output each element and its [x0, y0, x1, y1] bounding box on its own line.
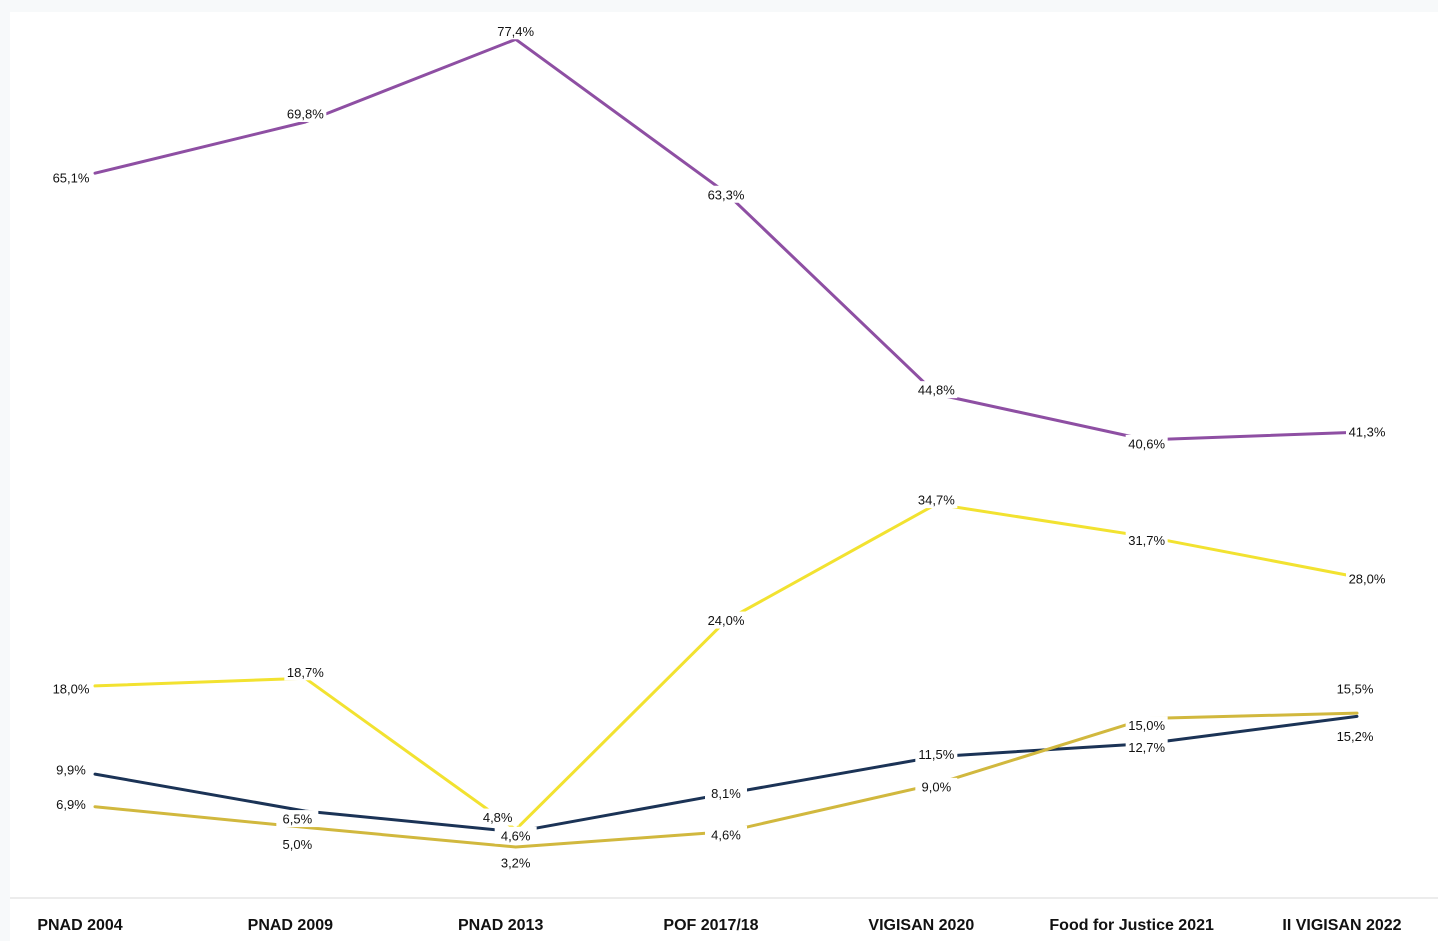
data-label-bg — [915, 745, 958, 763]
data-label-bg — [284, 663, 327, 681]
data-label: 40,6% — [1128, 436, 1165, 451]
data-label: 5,0% — [283, 837, 313, 852]
data-label-layer: 65,1% 69,8% 77,4% 63,3% 44,8% 40,6% 41,3% 18,0%… — [50, 22, 1388, 871]
chart-panel: 65,1% 69,8% 77,4% 63,3% 44,8% 40,6% 41,3% 18,0%… — [10, 12, 1438, 941]
data-label: 4,8% — [483, 810, 513, 825]
data-label-bg — [915, 777, 958, 795]
data-label-bg — [476, 808, 519, 826]
data-label-bg — [705, 611, 747, 629]
data-label-bg — [1125, 716, 1168, 734]
data-label: 8,1% — [711, 786, 741, 801]
data-label-bg — [50, 761, 92, 779]
x-tick-label: PNAD 2009 — [248, 917, 333, 934]
data-label-bg — [915, 381, 958, 399]
data-label: 11,5% — [918, 747, 954, 762]
data-label: 44,8% — [918, 383, 955, 398]
data-label: 18,7% — [287, 665, 324, 680]
data-label-bg — [1125, 531, 1168, 549]
data-label-bg — [1334, 680, 1376, 698]
data-label-bg — [705, 784, 747, 802]
data-label-bg — [1125, 434, 1168, 452]
data-label-bg — [705, 185, 747, 203]
data-label: 69,8% — [287, 106, 324, 121]
x-tick-label: Food for Justice 2021 — [1049, 917, 1214, 934]
data-label-bg — [50, 795, 92, 813]
x-tick-label: POF 2017/18 — [663, 917, 758, 934]
data-label-bg — [915, 491, 958, 509]
data-label: 6,9% — [56, 797, 86, 812]
data-label: 24,0% — [708, 613, 745, 628]
x-tick-label: II VIGISAN 2022 — [1282, 917, 1401, 934]
data-label-bg — [50, 679, 92, 697]
data-label-bg — [1334, 727, 1376, 745]
data-label: 63,3% — [708, 187, 745, 202]
data-label: 65,1% — [53, 171, 90, 186]
data-label: 15,5% — [1337, 682, 1374, 697]
data-label: 15,2% — [1337, 729, 1374, 744]
data-label-bg — [494, 854, 537, 871]
line-chart: 65,1% 69,8% 77,4% 63,3% 44,8% 40,6% 41,3% 18,0%… — [10, 22, 1438, 934]
data-label: 9,0% — [922, 779, 952, 794]
data-label-bg — [1346, 423, 1388, 441]
data-label-bg — [284, 104, 327, 122]
data-label: 18,0% — [53, 681, 90, 696]
data-label: 28,0% — [1349, 572, 1386, 587]
data-label: 15,0% — [1128, 718, 1165, 733]
series-layer — [93, 37, 1359, 849]
x-tick-label: VIGISAN 2020 — [868, 917, 974, 934]
data-label-bg — [50, 169, 92, 187]
data-label-bg — [1125, 738, 1168, 756]
series-line-2 — [93, 502, 1359, 832]
data-label: 77,4% — [497, 24, 534, 39]
x-tick-layer: PNAD 2004 PNAD 2009 PNAD 2013 POF 2017/18 VI… — [37, 917, 1401, 934]
data-label-bg — [276, 810, 319, 828]
data-label-bg — [705, 825, 747, 843]
data-label: 9,9% — [56, 763, 86, 778]
data-label: 34,7% — [918, 493, 955, 508]
data-label: 4,6% — [711, 827, 741, 842]
data-label: 4,6% — [501, 828, 531, 843]
data-label: 6,5% — [283, 812, 313, 827]
data-label-bg — [494, 826, 537, 844]
data-label: 31,7% — [1128, 533, 1165, 548]
data-label: 12,7% — [1128, 740, 1165, 755]
x-tick-label: PNAD 2004 — [37, 917, 122, 934]
data-label-bg — [494, 22, 537, 40]
data-label: 3,2% — [501, 856, 531, 871]
series-line-1 — [93, 37, 1359, 442]
data-label-bg — [276, 835, 319, 853]
data-label-bg — [1346, 570, 1388, 588]
data-label: 41,3% — [1349, 425, 1386, 440]
x-tick-label: PNAD 2013 — [458, 917, 543, 934]
